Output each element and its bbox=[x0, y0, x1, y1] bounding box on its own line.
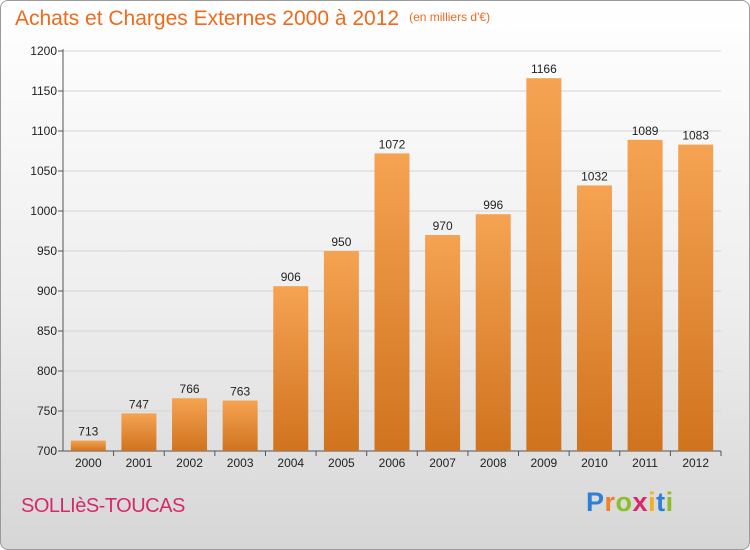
y-tick-label: 800 bbox=[37, 364, 57, 378]
bar-2004 bbox=[273, 286, 309, 451]
y-tick-label: 1200 bbox=[30, 44, 57, 58]
value-label-2011: 1089 bbox=[632, 124, 659, 138]
bar-2009 bbox=[526, 78, 562, 451]
y-tick-label: 1050 bbox=[30, 164, 57, 178]
x-tick-label-2010: 2010 bbox=[581, 456, 608, 470]
bar-2000 bbox=[70, 440, 106, 451]
chart-unit: (en milliers d'€) bbox=[409, 10, 491, 24]
y-tick-label: 900 bbox=[37, 284, 57, 298]
y-tick-label: 750 bbox=[37, 404, 57, 418]
value-label-2000: 713 bbox=[78, 425, 98, 439]
commune-name: SOLLIèS-TOUCAS bbox=[21, 495, 185, 517]
y-tick-label: 1000 bbox=[30, 204, 57, 218]
bar-2002 bbox=[172, 398, 208, 451]
x-tick-label-2006: 2006 bbox=[379, 456, 406, 470]
y-tick-label: 850 bbox=[37, 324, 57, 338]
bars bbox=[70, 78, 714, 452]
x-tick-labels: 2000 2001 2002 2003 2004 2005 2006 2007 2008 2009… bbox=[75, 456, 709, 470]
x-tick-label-2003: 2003 bbox=[227, 456, 254, 470]
value-label-2012: 1083 bbox=[682, 129, 709, 143]
value-label-2002: 766 bbox=[180, 382, 200, 396]
bar-2012 bbox=[678, 144, 714, 451]
bar-2007 bbox=[425, 235, 461, 451]
value-label-2010: 1032 bbox=[581, 169, 608, 183]
y-tick-label: 1100 bbox=[31, 124, 57, 138]
bar-2008 bbox=[475, 214, 511, 451]
value-label-2001: 747 bbox=[129, 397, 149, 411]
value-label-2004: 906 bbox=[281, 270, 301, 284]
bar-2010 bbox=[576, 185, 612, 451]
bar-2006 bbox=[374, 153, 410, 451]
value-label-2003: 763 bbox=[230, 385, 250, 399]
x-tick-label-2012: 2012 bbox=[682, 456, 709, 470]
bar-2003 bbox=[222, 400, 258, 451]
value-label-2008: 996 bbox=[483, 198, 503, 212]
value-label-2007: 970 bbox=[433, 219, 453, 233]
bar-2005 bbox=[323, 251, 359, 451]
bar-2011 bbox=[627, 139, 663, 452]
bar-2001 bbox=[121, 413, 157, 451]
y-tick-label: 1150 bbox=[31, 84, 57, 98]
x-tick-label-2009: 2009 bbox=[530, 456, 557, 470]
x-tick-label-2004: 2004 bbox=[277, 456, 304, 470]
chart-title: Achats et Charges Externes 2000 à 2012 (e… bbox=[15, 7, 490, 31]
chart-title-text: Achats et Charges Externes 2000 à 2012 bbox=[15, 7, 400, 30]
x-tick-label-2002: 2002 bbox=[176, 456, 203, 470]
x-tick-label-2007: 2007 bbox=[429, 456, 456, 470]
value-label-2005: 950 bbox=[331, 235, 351, 249]
proxiti-logo: Proxiti bbox=[586, 487, 674, 517]
x-tick-label-2000: 2000 bbox=[75, 456, 102, 470]
value-label-2009: 1166 bbox=[531, 62, 557, 76]
y-tick-label: 700 bbox=[37, 444, 57, 458]
x-tick-label-2008: 2008 bbox=[480, 456, 507, 470]
y-tick-labels: 700 750 800 850 900 950 1000 1050 1100 1150 1200 bbox=[30, 44, 57, 458]
value-labels: 713 747 766 763 906 950 1072 970 996 1166 1032 1089… bbox=[78, 62, 709, 438]
x-tick-label-2011: 2011 bbox=[632, 456, 658, 470]
x-tick-label-2005: 2005 bbox=[328, 456, 355, 470]
x-tick-label-2001: 2001 bbox=[126, 456, 153, 470]
value-label-2006: 1072 bbox=[379, 137, 406, 151]
y-tick-label: 950 bbox=[37, 244, 57, 258]
